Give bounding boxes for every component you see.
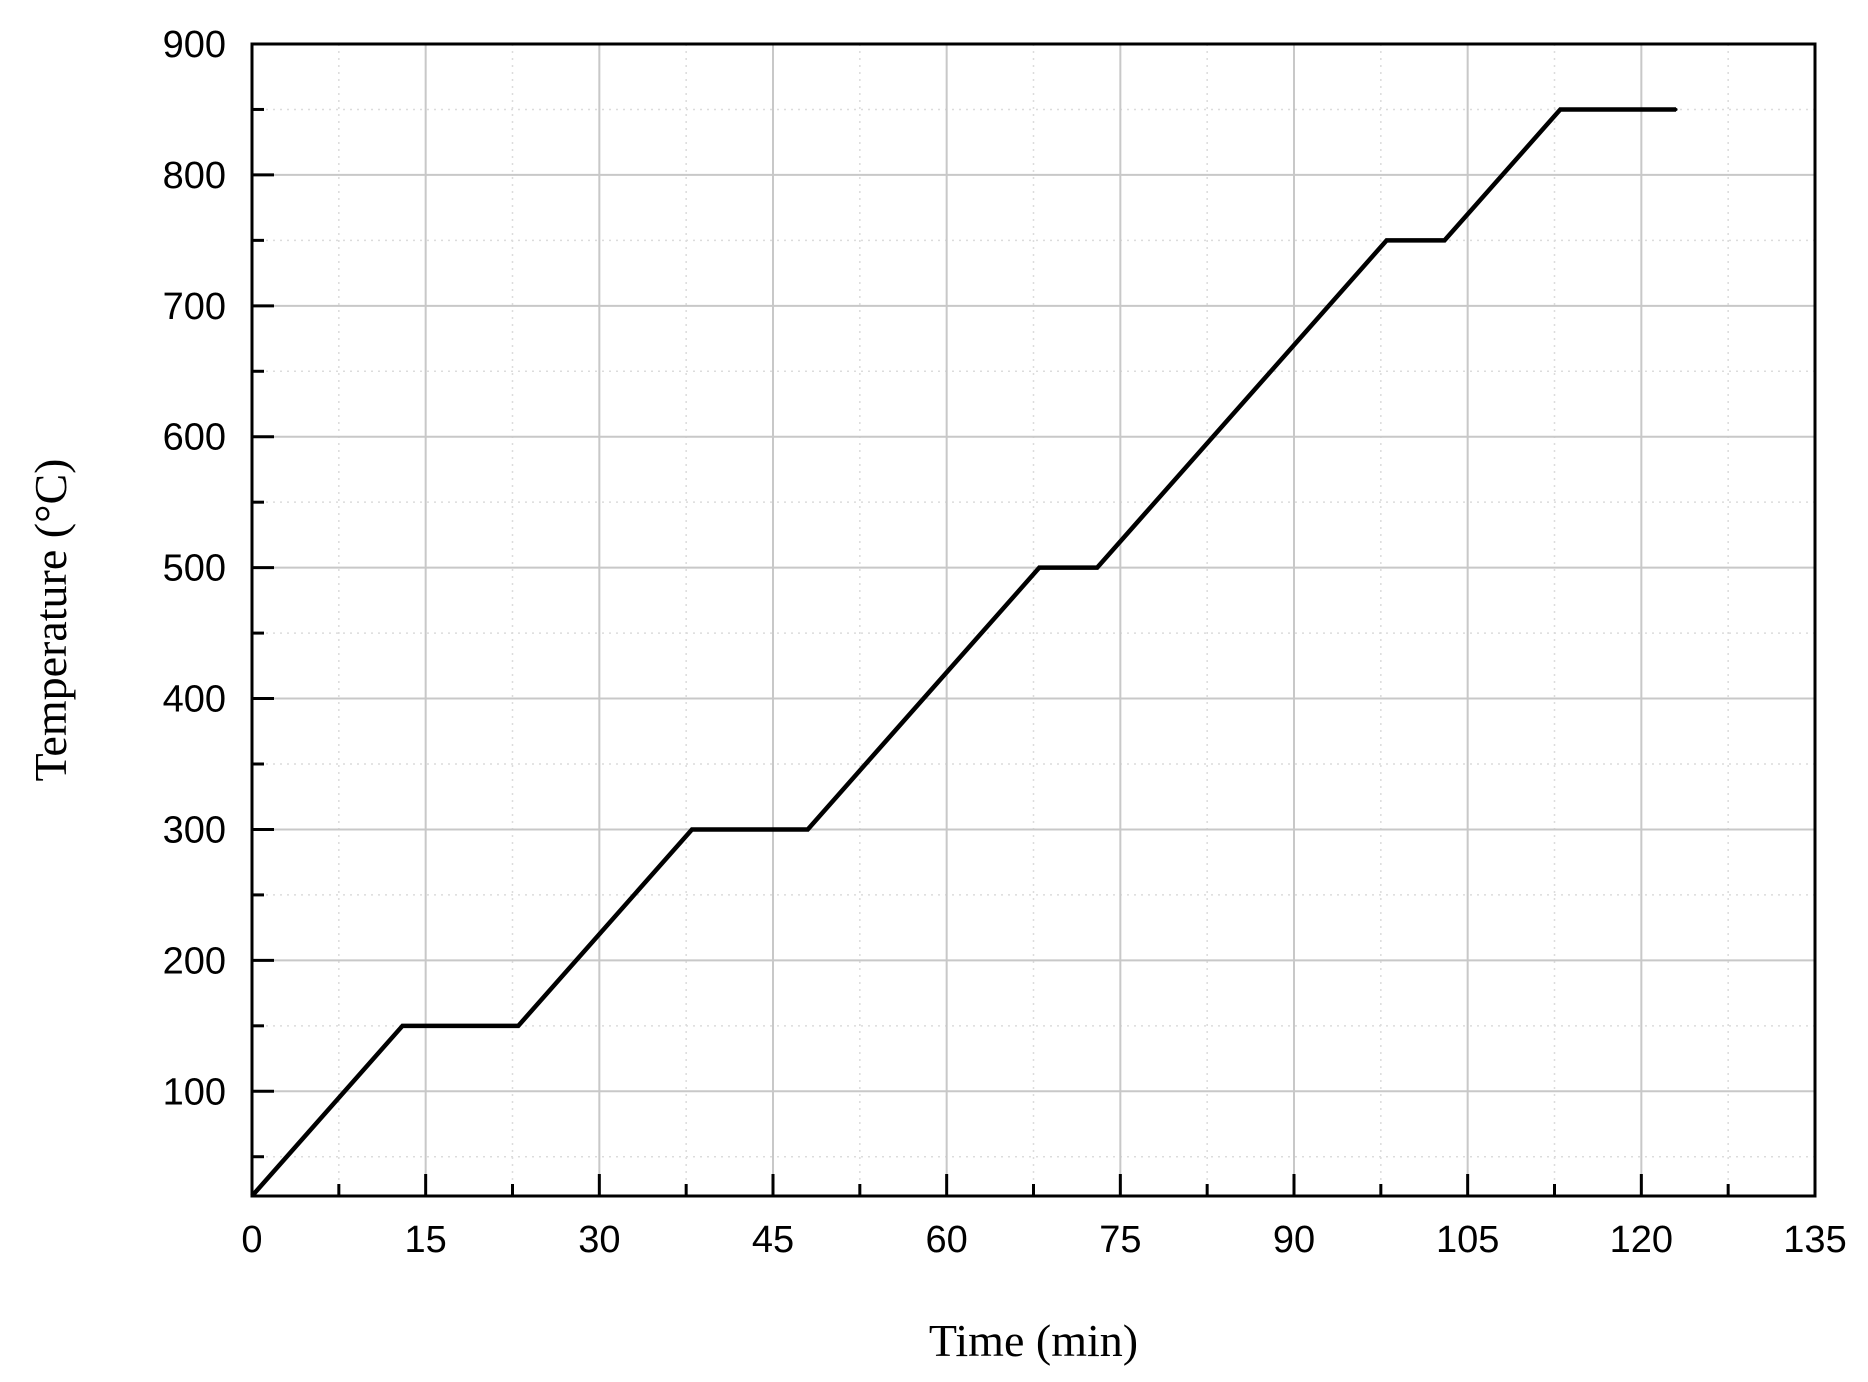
series-line xyxy=(250,107,1677,1198)
data-point xyxy=(1443,238,1447,242)
data-point xyxy=(516,1024,520,1028)
series-layer xyxy=(250,107,1678,1198)
x-tick-label: 60 xyxy=(926,1219,968,1261)
y-axis-title: Temperature (°C) xyxy=(25,459,76,782)
x-axis-title: Time (min) xyxy=(929,1315,1138,1366)
x-tick-label: 15 xyxy=(405,1219,447,1261)
x-tick-label: 105 xyxy=(1436,1219,1499,1261)
x-tick-label: 120 xyxy=(1610,1219,1673,1261)
data-point xyxy=(1674,107,1678,111)
y-tick-label: 600 xyxy=(163,417,226,459)
x-tick-label: 0 xyxy=(241,1219,262,1261)
data-point xyxy=(1385,238,1389,242)
y-tick-label: 400 xyxy=(163,679,226,721)
data-point xyxy=(1558,107,1562,111)
data-point xyxy=(806,827,810,831)
axis-ticks xyxy=(250,42,1817,1196)
x-tick-label: 90 xyxy=(1273,1219,1315,1261)
y-tick-label: 500 xyxy=(163,548,226,590)
y-tick-label: 100 xyxy=(163,1071,226,1113)
x-tick-label: 30 xyxy=(578,1219,620,1261)
data-point xyxy=(690,827,694,831)
y-tick-labels: 100 200 300 400 500 600 700 800 900 xyxy=(163,24,226,1113)
x-tick-label: 75 xyxy=(1099,1219,1141,1261)
x-tick-label: 135 xyxy=(1783,1219,1846,1261)
data-point xyxy=(1037,566,1041,570)
y-tick-label: 800 xyxy=(163,155,226,197)
y-tick-label: 900 xyxy=(163,24,226,66)
y-tick-label: 700 xyxy=(163,286,226,328)
y-tick-label: 200 xyxy=(163,940,226,982)
grid-lines xyxy=(252,44,1815,1196)
data-point xyxy=(401,1024,405,1028)
y-tick-label: 300 xyxy=(163,809,226,851)
x-tick-labels: 0 15 30 45 60 75 90 105 120 135 xyxy=(241,1219,1846,1261)
data-point xyxy=(1095,566,1099,570)
x-tick-label: 45 xyxy=(752,1219,794,1261)
